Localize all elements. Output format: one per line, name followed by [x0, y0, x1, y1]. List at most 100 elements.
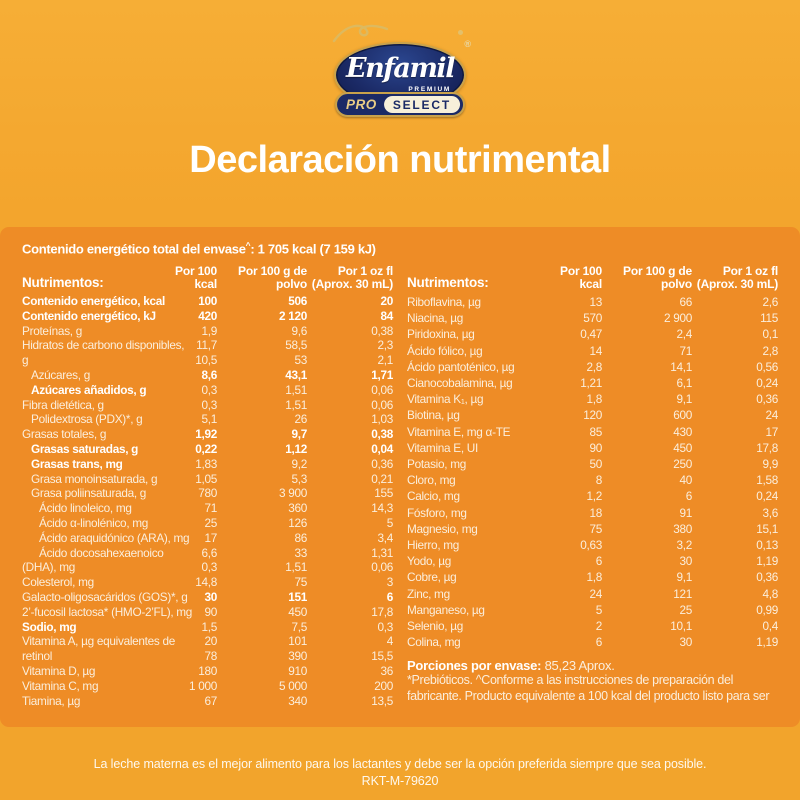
row-value: 0,99 [756, 602, 778, 617]
row-value: 36 [380, 663, 393, 678]
servings-label: Porciones por envase: [407, 658, 542, 674]
table-row: retinol 78 390 15,5 [22, 649, 393, 664]
row-value: 600 [673, 408, 692, 423]
page-title: Declaración nutrimental [189, 139, 611, 181]
col-per-100g-powder: Por 100 g de polvo [238, 264, 307, 291]
registered-mark: ® [464, 39, 471, 49]
right-table-header: Nutrimentos: Por 100 kcal Por 100 g de po… [407, 265, 778, 294]
row-value: 1,92 [195, 427, 217, 442]
row-value: 4,8 [762, 586, 779, 601]
row-value: 0,38 [371, 323, 393, 338]
row-label: Zinc, mg [407, 586, 450, 601]
row-value: 151 [288, 589, 307, 604]
row-value: 780 [198, 486, 217, 501]
gold-dot-icon [458, 30, 463, 35]
row-value: 0,36 [371, 456, 393, 471]
table-row: Biotina, µg 120 600 24 [407, 407, 778, 423]
row-value: 390 [288, 649, 307, 664]
row-label: Manganeso, µg [407, 602, 485, 617]
row-label: Grasa monoinsaturada, g [31, 471, 158, 486]
total-energy-label: Contenido energético total del envase [22, 241, 246, 257]
row-value: 18 [589, 505, 602, 520]
row-value: 0,47 [580, 327, 602, 342]
total-energy-line: Contenido energético total del envase^: … [22, 240, 393, 265]
row-value: 1,21 [580, 376, 602, 391]
row-value: 17,8 [371, 604, 393, 619]
col-per-1ozfl: Por 1 oz fl (Aprox. 30 mL) [311, 264, 393, 291]
table-row: Magnesio, mg 75 380 15,1 [407, 521, 778, 537]
row-value: 43,1 [285, 367, 307, 382]
row-value: 1,58 [756, 473, 778, 488]
row-value: 17 [765, 424, 778, 439]
row-value: 9,7 [291, 427, 308, 442]
row-value: 0,04 [371, 441, 393, 456]
row-label: Colina, mg [407, 635, 461, 650]
table-row: Vitamina E, UI 90 450 17,8 [407, 440, 778, 456]
row-value: 86 [294, 530, 307, 545]
row-value: 9,9 [762, 457, 779, 472]
table-row: Grasas trans, mg 1,83 9,2 0,36 [22, 457, 393, 472]
row-label: Contenido energético, kcal [22, 294, 165, 308]
table-row: Ácido fólico, µg 14 71 2,8 [407, 343, 778, 359]
row-value: 0,56 [756, 359, 778, 374]
row-value: 15,5 [371, 649, 393, 664]
nutrients-header: Nutrimentos: [22, 275, 104, 290]
row-label: Piridoxina, µg [407, 327, 475, 342]
row-label: Fósforo, mg [407, 505, 467, 520]
row-value: 360 [288, 501, 307, 516]
row-value: 9,2 [291, 456, 308, 471]
ribbon-ornament-icon [331, 20, 391, 49]
row-value: 3,6 [762, 505, 779, 520]
row-value: 25 [679, 602, 692, 617]
row-label: Fibra dietética, g [22, 397, 104, 412]
row-label: 2’-fucosil lactosa* (HMO-2’FL), mg [22, 604, 193, 619]
row-label: Magnesio, mg [407, 521, 478, 536]
row-value: 13 [589, 295, 602, 309]
row-label: Vitamina D, µg [22, 663, 96, 678]
row-value: 0,22 [195, 441, 217, 456]
table-row: Grasas saturadas, g 0,22 1,12 0,04 [22, 442, 393, 457]
row-value: 14,1 [670, 359, 692, 374]
row-value: 1,51 [285, 382, 307, 397]
row-label: Cloro, mg [407, 473, 456, 488]
row-value: 1,2 [586, 489, 603, 504]
table-row: Vitamina C, mg 1 000 5 000 200 [22, 679, 393, 694]
row-value: 3,4 [377, 530, 394, 545]
row-value: 30 [679, 554, 692, 569]
row-value: 5 [386, 515, 394, 530]
row-value: 10,1 [670, 619, 692, 634]
table-row: Hidratos de carbono disponibles, 11,7 58,5… [22, 338, 393, 353]
row-label: Ácido α-linolénico, mg [39, 515, 149, 530]
table-row: Zinc, mg 24 121 4,8 [407, 586, 778, 602]
row-value: 26 [294, 412, 307, 427]
row-value: 0,06 [371, 382, 393, 397]
table-row: Vitamina D, µg 180 910 36 [22, 664, 393, 679]
row-label: Contenido energético, kJ [22, 308, 156, 323]
table-row: Potasio, mg 50 250 9,9 [407, 456, 778, 472]
row-label: Colesterol, mg [22, 575, 94, 590]
right-nutrients-table: Riboflavina, µg 13 66 2,6 Niacina, µg 570 2 90… [407, 294, 778, 650]
row-value: 75 [589, 521, 602, 536]
table-row: Proteínas, g 1,9 9,6 0,38 [22, 324, 393, 339]
row-value: 9,1 [676, 392, 693, 407]
left-column: Contenido energético total del envase^: … [22, 240, 393, 708]
table-row: Vitamina E, mg α-TE 85 430 17 [407, 424, 778, 440]
table-row: Cobre, µg 1,8 9,1 0,36 [407, 569, 778, 585]
table-row: Fibra dietética, g 0,3 1,51 0,06 [22, 398, 393, 413]
row-label: Ácido pantoténico, µg [407, 359, 515, 374]
row-value: 15,1 [756, 521, 778, 536]
row-label: Riboflavina, µg [407, 295, 481, 309]
row-value: 17,8 [756, 440, 778, 455]
row-value: 9,1 [676, 570, 693, 585]
row-value: 5,3 [291, 471, 308, 486]
row-value: 2 120 [278, 308, 307, 323]
reference-code: RKT-M-79620 [361, 773, 439, 788]
row-value: 5 000 [278, 678, 307, 693]
notice-line: La leche materna es el mejor alimento pa… [93, 757, 707, 771]
row-label: Niacina, µg [407, 311, 463, 326]
table-row: Ácido α-linolénico, mg 25 126 5 [22, 516, 393, 531]
left-table-header: Nutrimentos: Por 100 kcal Por 100 g de po… [22, 265, 393, 294]
row-label: Ácido docosahexaenoico [39, 545, 164, 560]
row-value: 126 [288, 515, 307, 530]
row-value: 24 [589, 586, 602, 601]
